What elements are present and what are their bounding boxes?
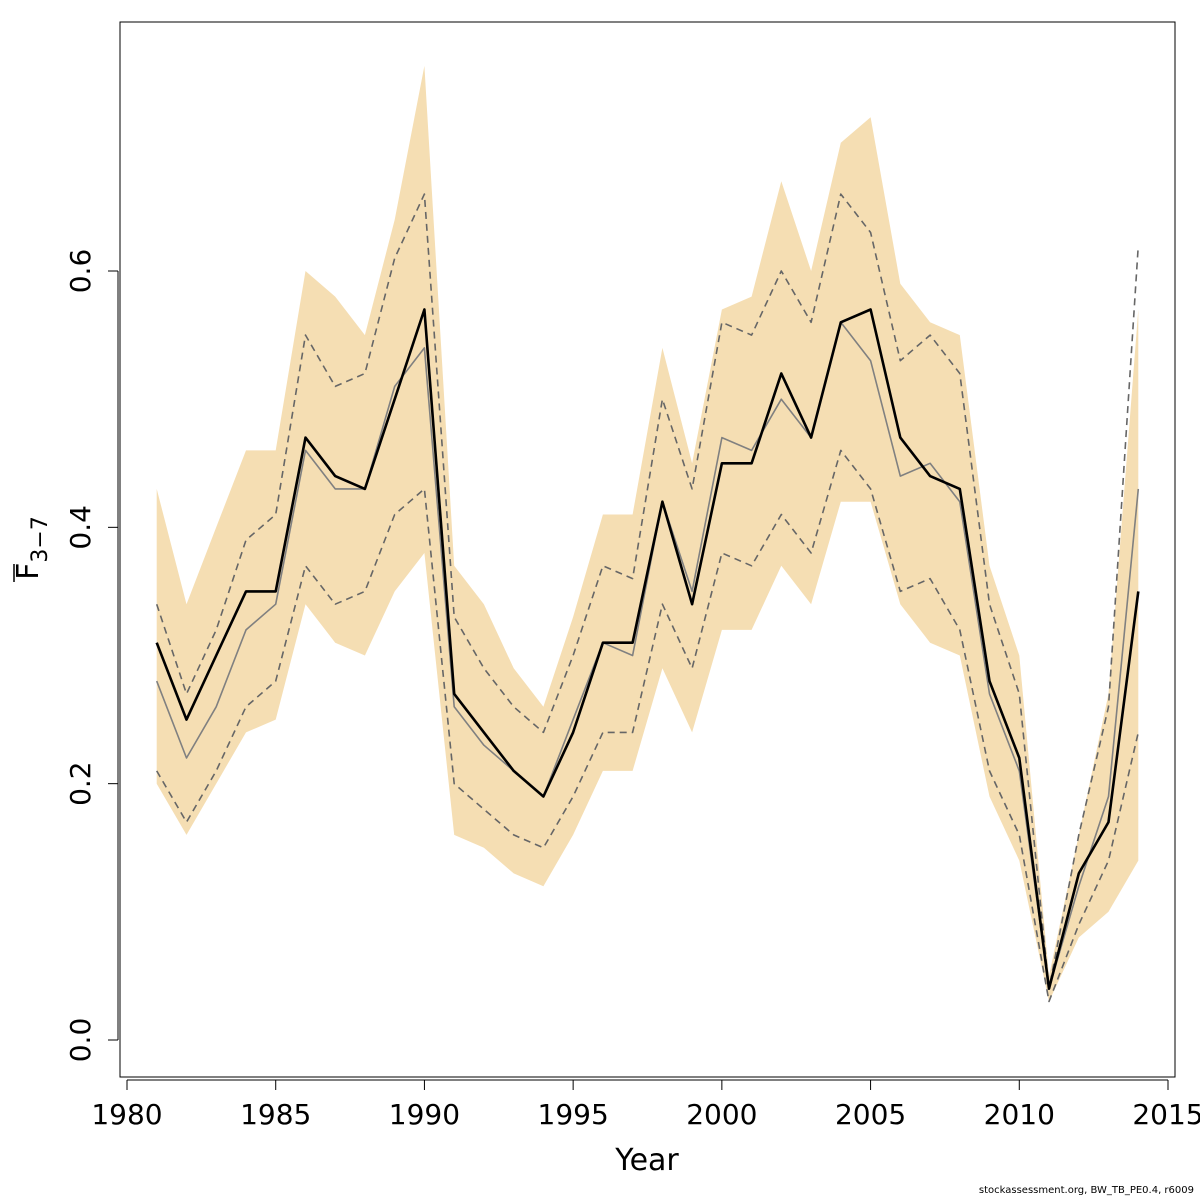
y-tick-label: 0.0 (64, 1018, 97, 1063)
x-tick-label: 1990 (389, 1098, 460, 1131)
x-tick-label: 2005 (835, 1098, 906, 1131)
y-axis-title-main: F (11, 563, 46, 580)
x-tick-label: 2000 (686, 1098, 757, 1131)
x-tick-label: 1985 (240, 1098, 311, 1131)
x-axis: 1980 1985 1990 1995 2000 2005 2010 2015 (91, 1079, 1200, 1131)
confidence-band-layer (156, 65, 1139, 1002)
plot-frame (119, 21, 1176, 1078)
svg-text:F3−7: F3−7 (11, 516, 53, 580)
footer-note: stockassessment.org, BW_TB_PE0.4, r6009 (978, 1185, 1194, 1196)
series-lines-layer (155, 193, 1140, 1003)
y-tick-label: 0.6 (64, 249, 97, 294)
x-tick-label: 1980 (91, 1098, 162, 1131)
series-line-dashed-lower (156, 449, 1140, 1003)
x-axis-title: Year (614, 1143, 679, 1178)
y-axis-title-sub: 3−7 (28, 516, 53, 562)
series-line-secondary (155, 321, 1140, 990)
y-tick-label: 0.2 (64, 761, 97, 806)
y-tick-label: 0.4 (64, 505, 97, 550)
series-line-estimate (155, 308, 1140, 991)
y-axis-title: F3−7 (11, 516, 53, 582)
y-axis: 0.0 0.2 0.4 0.6 (64, 249, 119, 1063)
x-tick-label: 2015 (1132, 1098, 1200, 1131)
x-tick-label: 1995 (538, 1098, 609, 1131)
x-tick-label: 2010 (984, 1098, 1055, 1131)
series-line-dashed-upper (155, 193, 1140, 990)
confidence-band (156, 65, 1139, 1002)
